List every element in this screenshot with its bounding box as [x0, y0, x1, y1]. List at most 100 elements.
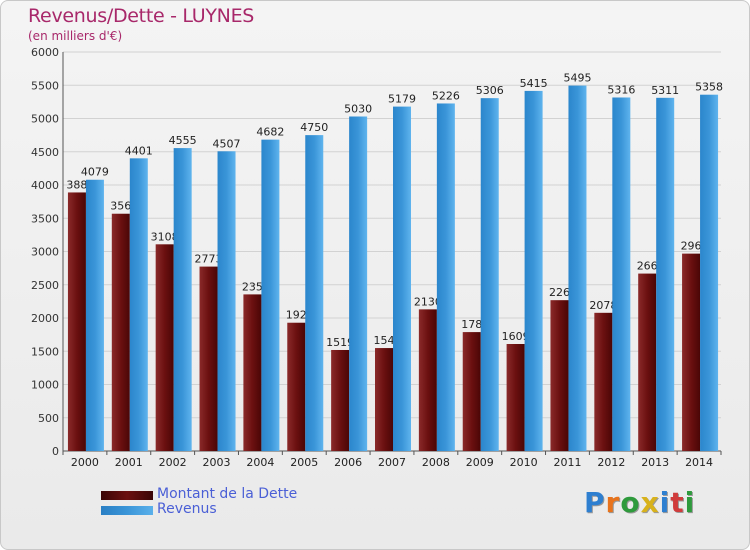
data-label-dette: 226: [549, 286, 570, 299]
data-label-revenus: 5306: [476, 84, 504, 97]
y-tick-label: 6000: [31, 46, 59, 59]
bar-dette: [375, 348, 393, 451]
legend-label-dette: Montant de la Dette: [157, 486, 298, 502]
bar-revenus: [217, 151, 236, 452]
y-tick-label: 2500: [31, 279, 59, 292]
bar-dette: [462, 332, 481, 451]
logo-letter: r: [605, 486, 621, 519]
data-label-dette: 154: [374, 334, 395, 347]
x-tick-label: 2014: [685, 456, 713, 469]
bar-dette: [67, 192, 86, 451]
bar-dette: [287, 322, 306, 451]
x-tick-label: 2000: [71, 456, 99, 469]
x-tick-label: 2009: [466, 456, 494, 469]
y-tick-label: 3500: [31, 212, 59, 225]
data-label-revenus: 5030: [344, 103, 372, 116]
bar-revenus: [261, 139, 280, 451]
y-tick-label: 2000: [31, 312, 59, 325]
data-label-dette: 2130: [414, 295, 442, 308]
data-label-revenus: 4507: [213, 137, 241, 150]
data-label-dette: 388: [66, 178, 87, 191]
bar-revenus: [480, 98, 499, 451]
y-tick-label: 5500: [31, 79, 59, 92]
bar-revenus: [568, 85, 587, 452]
bar-revenus: [173, 148, 192, 451]
x-tick-label: 2005: [290, 456, 318, 469]
bar-dette: [418, 309, 437, 451]
x-tick-label: 2008: [422, 456, 450, 469]
y-tick-label: 1000: [31, 379, 59, 392]
data-label-dette: 178: [461, 318, 482, 331]
data-label-dette: 192: [286, 309, 307, 322]
data-label-revenus: 4750: [300, 121, 328, 134]
bar-revenus: [349, 116, 368, 451]
data-label-revenus: 4079: [81, 166, 109, 179]
bar-revenus: [524, 90, 543, 451]
data-label-dette: 2773: [195, 253, 223, 266]
bar-revenus: [393, 106, 411, 451]
data-label-revenus: 4682: [256, 126, 284, 139]
y-tick-label: 1500: [31, 345, 59, 358]
chart-subtitle: (en milliers d'€): [28, 29, 123, 43]
data-label-dette: 3108: [151, 230, 179, 243]
logo-letter: i: [659, 486, 671, 519]
data-label-revenus: 5495: [563, 72, 591, 85]
bar-dette: [550, 300, 569, 451]
chart-title: Revenus/Dette - LUYNES: [28, 5, 255, 27]
logo-letter: o: [620, 486, 641, 519]
logo-letter: x: [640, 486, 660, 519]
bar-revenus: [436, 103, 455, 451]
y-tick-label: 4000: [31, 179, 59, 192]
x-tick-label: 2006: [334, 456, 362, 469]
bar-dette: [331, 349, 350, 451]
data-label-revenus: 5311: [651, 84, 679, 97]
bar-dette: [155, 244, 174, 451]
x-tick-label: 2007: [378, 456, 406, 469]
x-tick-label: 2011: [553, 456, 581, 469]
x-tick-label: 2004: [246, 456, 274, 469]
legend-swatch-dette: [101, 491, 153, 500]
data-label-dette: 1519: [326, 336, 354, 349]
bar-dette: [506, 344, 525, 451]
bar-dette: [199, 266, 218, 451]
data-label-dette: 2078: [589, 299, 617, 312]
bar-dette: [243, 294, 262, 451]
x-tick-label: 2002: [159, 456, 187, 469]
proxiti-logo: Proxiti: [584, 486, 695, 519]
bar-revenus: [656, 97, 675, 452]
x-tick-label: 2003: [203, 456, 231, 469]
logo-letter: t: [670, 486, 685, 519]
y-tick-label: 0: [52, 445, 59, 458]
data-label-dette: 1609: [502, 330, 530, 343]
x-tick-label: 2001: [115, 456, 143, 469]
data-label-dette: 235: [242, 280, 263, 293]
x-tick-label: 2012: [597, 456, 625, 469]
bar-revenus: [305, 135, 324, 451]
bar-dette: [111, 213, 130, 451]
data-label-revenus: 5358: [695, 81, 723, 94]
y-tick-label: 5000: [31, 113, 59, 126]
bar-revenus: [129, 158, 148, 451]
logo-letter: P: [584, 486, 606, 519]
legend-label-revenus: Revenus: [157, 501, 217, 517]
data-label-revenus: 5179: [388, 93, 416, 106]
data-label-dette: 266: [637, 260, 658, 273]
x-tick-label: 2010: [510, 456, 538, 469]
data-label-revenus: 4555: [169, 134, 197, 147]
data-label-revenus: 5316: [607, 83, 635, 96]
y-tick-label: 500: [38, 412, 59, 425]
logo-letter: i: [684, 486, 696, 519]
x-tick-label: 2013: [641, 456, 669, 469]
bar-revenus: [700, 94, 719, 452]
y-tick-label: 4500: [31, 146, 59, 159]
data-label-dette: 356: [110, 200, 131, 213]
bar-revenus: [85, 179, 104, 451]
legend-swatch-revenus: [101, 506, 153, 515]
bar-dette: [594, 312, 613, 451]
y-tick-label: 3000: [31, 246, 59, 259]
data-label-revenus: 5226: [432, 89, 460, 102]
data-label-revenus: 5415: [520, 77, 548, 90]
data-label-dette: 296: [681, 240, 702, 253]
